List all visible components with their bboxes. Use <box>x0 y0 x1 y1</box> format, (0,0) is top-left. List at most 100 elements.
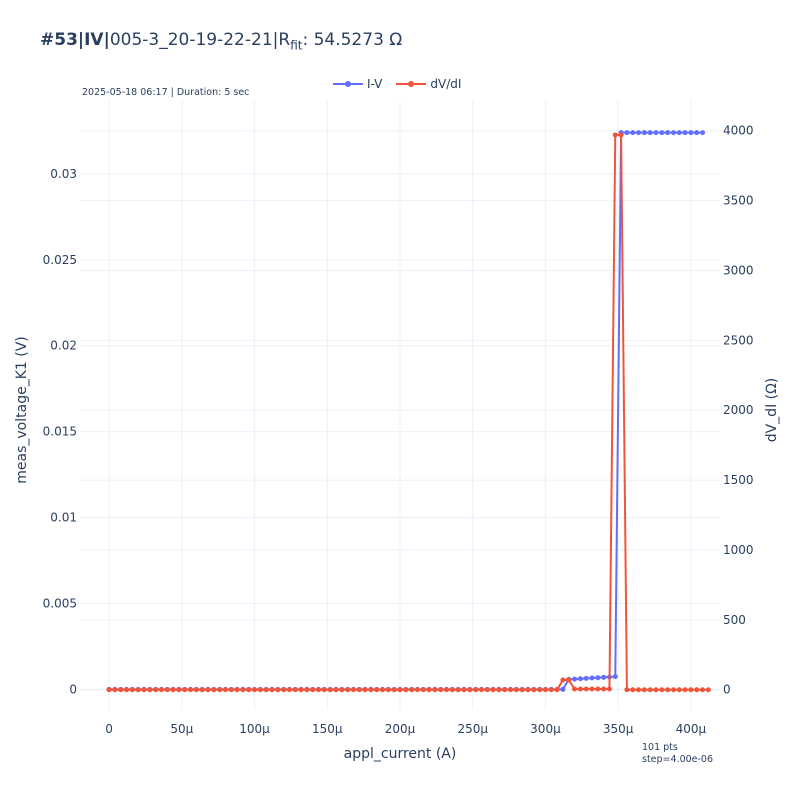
data-point-dvdi-23 <box>240 687 246 693</box>
data-point-dvdi-4 <box>129 687 135 693</box>
data-point-dvdi-3 <box>124 687 130 693</box>
y2-axis-label: dV_dI (Ω) <box>764 377 780 443</box>
legend-item-iv[interactable]: I-V <box>333 77 382 91</box>
data-point-dvdi-28 <box>269 687 275 693</box>
data-point-dvdi-29 <box>275 687 281 693</box>
data-point-dvdi-101 <box>694 687 700 693</box>
y2-axis-ticks: 0 500 1000 1500 2000 2500 3000 3500 4000 <box>723 124 754 697</box>
data-point-dvdi-97 <box>670 687 676 693</box>
data-point-dvdi-91 <box>636 687 642 693</box>
data-point-iv-98 <box>676 130 682 136</box>
y2-tick-label-3: 1500 <box>723 473 754 487</box>
data-point-dvdi-72 <box>525 687 531 693</box>
data-point-dvdi-77 <box>554 687 560 693</box>
data-point-dvdi-68 <box>502 687 508 693</box>
data-point-dvdi-25 <box>252 687 258 693</box>
data-point-dvdi-80 <box>572 686 578 692</box>
data-point-dvdi-61 <box>461 687 467 693</box>
data-point-dvdi-19 <box>217 687 223 693</box>
data-point-dvdi-69 <box>508 687 514 693</box>
data-point-dvdi-96 <box>665 687 671 693</box>
data-point-dvdi-1 <box>112 687 118 693</box>
x-tick-label-6: 300µ <box>530 722 561 736</box>
data-point-dvdi-42 <box>350 687 356 693</box>
data-point-dvdi-67 <box>496 687 502 693</box>
y-tick-label-3: 0.015 <box>43 425 77 439</box>
y2-tick-label-5: 2500 <box>723 333 754 347</box>
data-point-dvdi-38 <box>327 687 333 693</box>
y-tick-label-2: 0.01 <box>50 511 77 525</box>
legend[interactable]: I-V dV/dI <box>333 77 461 91</box>
legend-label-dvdi: dV/dI <box>430 77 462 91</box>
data-point-dvdi-2 <box>118 687 124 693</box>
data-point-dvdi-52 <box>409 687 415 693</box>
data-point-dvdi-55 <box>426 687 432 693</box>
legend-item-dvdi[interactable]: dV/dI <box>396 77 461 91</box>
y2-tick-label-0: 0 <box>723 683 731 697</box>
data-point-iv-95 <box>659 130 665 136</box>
data-point-iv-97 <box>670 130 676 136</box>
data-point-dvdi-102 <box>700 687 706 693</box>
y-tick-label-5: 0.025 <box>43 253 77 267</box>
data-point-dvdi-94 <box>653 687 659 693</box>
y2-tick-label-4: 2000 <box>723 403 754 417</box>
data-point-dvdi-22 <box>234 687 240 693</box>
data-point-iv-82 <box>583 675 589 681</box>
data-point-dvdi-41 <box>345 687 351 693</box>
data-point-dvdi-47 <box>380 687 386 693</box>
data-point-dvdi-10 <box>164 687 170 693</box>
data-point-iv-84 <box>595 675 601 681</box>
data-point-dvdi-83 <box>589 686 595 692</box>
legend-label-iv: I-V <box>367 77 383 91</box>
data-point-dvdi-32 <box>292 687 298 693</box>
data-point-dvdi-79 <box>566 677 572 683</box>
chart-title: #53|IV|005-3_20-19-22-21|Rfit: 54.5273 Ω <box>40 30 402 52</box>
data-point-dvdi-24 <box>246 687 252 693</box>
data-point-dvdi-86 <box>606 686 612 692</box>
y-tick-label-4: 0.02 <box>50 339 77 353</box>
data-point-dvdi-44 <box>362 687 368 693</box>
y2-tick-label-8: 4000 <box>723 124 754 138</box>
y-tick-label-0: 0 <box>69 682 77 696</box>
data-point-iv-89 <box>624 130 630 136</box>
data-point-dvdi-13 <box>182 687 188 693</box>
data-point-iv-96 <box>665 130 671 136</box>
data-point-dvdi-57 <box>438 687 444 693</box>
data-point-iv-80 <box>572 676 578 682</box>
timestamp-note: 2025-05-18 06:17 | Duration: 5 sec <box>82 87 250 98</box>
step-size: step=4.00e-06 <box>642 754 714 765</box>
points-count: 101 pts <box>642 742 678 753</box>
data-point-dvdi-39 <box>333 687 339 693</box>
data-point-iv-102 <box>700 130 706 136</box>
data-point-iv-100 <box>688 130 694 136</box>
data-point-dvdi-92 <box>641 687 647 693</box>
data-point-dvdi-89 <box>624 687 630 693</box>
legend-swatch-iv <box>333 81 363 87</box>
data-point-dvdi-18 <box>211 687 217 693</box>
data-point-dvdi-82 <box>583 686 589 692</box>
data-point-dvdi-46 <box>374 687 380 693</box>
x-axis-label: appl_current (A) <box>343 746 457 762</box>
data-point-dvdi-64 <box>478 687 484 693</box>
data-point-iv-90 <box>630 130 636 136</box>
data-point-dvdi-20 <box>222 687 228 693</box>
title-prefix: #53|IV| <box>40 30 110 50</box>
data-point-dvdi-90 <box>630 687 636 693</box>
data-point-dvdi-9 <box>158 687 164 693</box>
data-point-dvdi-60 <box>455 687 461 693</box>
y2-tick-label-7: 3500 <box>723 194 754 208</box>
data-point-iv-101 <box>694 130 700 136</box>
data-point-iv-85 <box>601 674 607 680</box>
legend-swatch-dvdi <box>396 81 427 87</box>
data-point-dvdi-17 <box>205 687 211 693</box>
data-point-dvdi-45 <box>368 687 374 693</box>
x-tick-label-0: 0 <box>105 722 113 736</box>
data-point-dvdi-95 <box>659 687 665 693</box>
data-point-dvdi-81 <box>577 686 583 692</box>
y-axis-ticks: 0 0.005 0.01 0.015 0.02 0.025 0.03 <box>43 167 77 696</box>
x-tick-label-3: 150µ <box>312 722 343 736</box>
data-point-dvdi-16 <box>199 687 205 693</box>
data-point-dvdi-50 <box>397 687 403 693</box>
data-point-dvdi-40 <box>339 687 345 693</box>
